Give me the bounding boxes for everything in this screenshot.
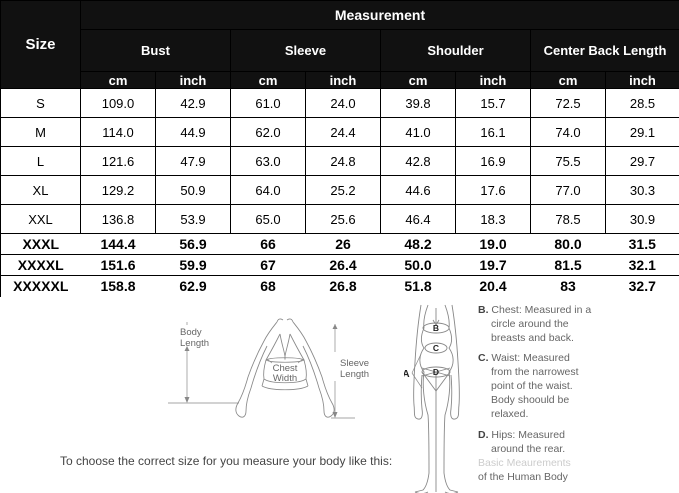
svg-text:Body: Body — [180, 327, 202, 338]
svg-text:A: A — [404, 369, 410, 380]
svg-text:B: B — [433, 323, 439, 333]
svg-text:D: D — [433, 367, 439, 377]
svg-text:Width: Width — [273, 373, 297, 384]
svg-text:Length: Length — [340, 369, 369, 380]
svg-text:C: C — [433, 343, 439, 353]
svg-text:Length: Length — [180, 338, 209, 349]
svg-text:Sleeve: Sleeve — [340, 358, 369, 369]
